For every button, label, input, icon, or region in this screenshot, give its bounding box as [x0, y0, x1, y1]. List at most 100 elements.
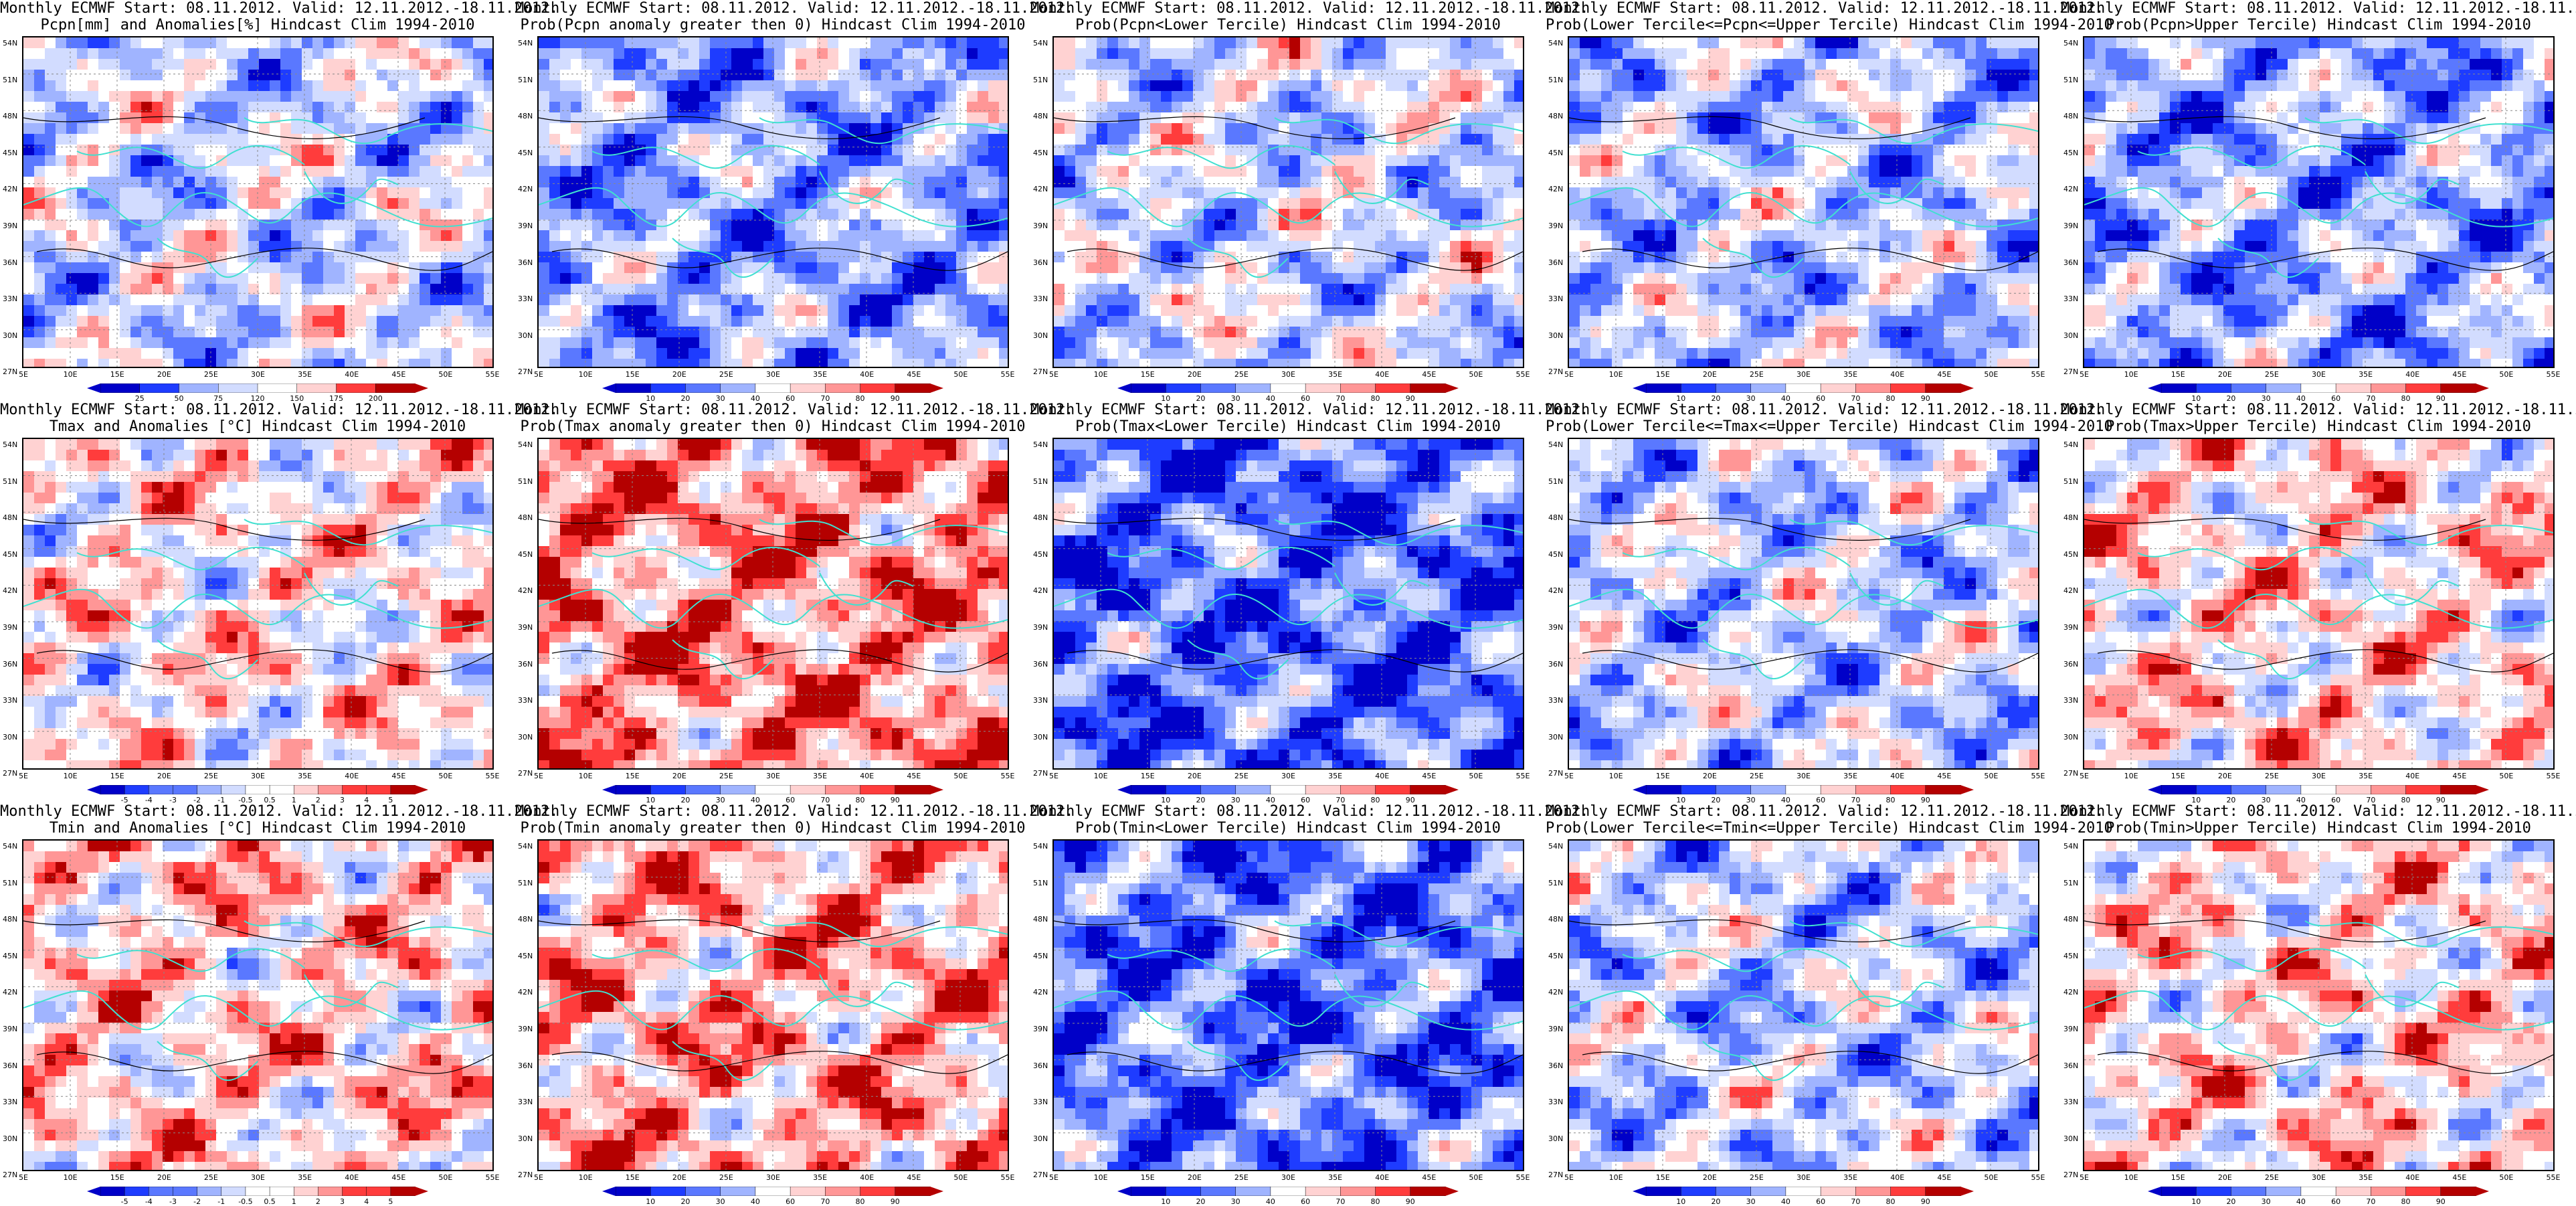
field-cell — [1858, 59, 1869, 70]
field-cell — [656, 102, 668, 113]
field-cell — [120, 91, 131, 102]
field-cell — [988, 134, 1000, 145]
field-cell — [892, 337, 903, 349]
field-cell — [2008, 80, 2019, 92]
field-cell — [163, 337, 174, 349]
field-cell — [1332, 305, 1344, 317]
field-cell — [774, 230, 786, 242]
field-cell — [1311, 241, 1322, 252]
field-cell — [345, 209, 356, 220]
field-cell — [2008, 155, 2019, 167]
field-cell — [592, 230, 604, 242]
field-cell — [334, 80, 345, 92]
field-cell — [1268, 70, 1279, 81]
field-cell — [1139, 209, 1151, 220]
field-cell — [45, 327, 56, 338]
latitude-label: 27N — [3, 367, 17, 376]
field-cell — [892, 80, 903, 92]
field-cell — [23, 348, 35, 359]
field-cell — [77, 337, 88, 349]
field-cell — [1922, 59, 1934, 70]
field-cell — [539, 348, 550, 359]
field-cell — [291, 187, 302, 199]
field-cell — [978, 91, 989, 102]
field-cell — [785, 166, 796, 177]
field-cell — [1386, 241, 1397, 252]
field-cell — [1655, 48, 1666, 60]
field-cell — [774, 359, 786, 367]
field-cell — [1590, 198, 1602, 209]
field-cell — [1503, 337, 1515, 349]
field-cell — [130, 305, 142, 317]
field-cell — [409, 48, 420, 60]
field-cell — [1429, 80, 1440, 92]
field-cell — [1429, 70, 1440, 81]
field-cell — [387, 316, 399, 327]
field-cell — [473, 187, 484, 199]
field-cell — [1407, 294, 1418, 306]
field-cell — [130, 145, 142, 156]
field-cell — [1364, 209, 1376, 220]
field-cell — [913, 112, 925, 124]
field-cell — [581, 80, 593, 92]
field-cell — [1612, 48, 1623, 60]
field-cell — [806, 337, 818, 349]
field-cell — [1912, 59, 1923, 70]
field-cell — [409, 241, 420, 252]
field-cell — [1182, 337, 1194, 349]
field-cell — [1590, 37, 1602, 49]
field-cell — [1461, 70, 1472, 81]
field-cell — [924, 252, 935, 263]
field-cell — [1751, 91, 1762, 102]
field-cell — [452, 327, 463, 338]
field-cell — [571, 273, 582, 284]
field-cell — [881, 348, 893, 359]
field-cell — [1954, 155, 1966, 167]
field-cell — [1687, 177, 1698, 188]
field-cell — [45, 166, 56, 177]
field-cell — [77, 316, 88, 327]
field-cell — [817, 327, 828, 338]
field-cell — [1343, 305, 1354, 317]
field-cell — [2008, 166, 2019, 177]
field-cell — [935, 327, 946, 338]
field-cell — [452, 134, 463, 145]
field-cell — [1075, 155, 1087, 167]
field-cell — [1514, 59, 1523, 70]
field-cell — [828, 145, 839, 156]
field-cell — [1075, 209, 1087, 220]
field-cell — [34, 37, 45, 49]
field-cell — [270, 187, 281, 199]
field-cell — [1665, 91, 1677, 102]
field-cell — [667, 327, 678, 338]
field-cell — [302, 209, 313, 220]
field-cell — [238, 220, 249, 231]
field-cell — [473, 316, 484, 327]
field-cell — [881, 220, 893, 231]
field-cell — [34, 327, 45, 338]
longitude-label: 35E — [298, 370, 312, 379]
field-cell — [1375, 220, 1386, 231]
field-cell — [1514, 359, 1523, 367]
field-cell — [473, 252, 484, 263]
field-cell — [98, 198, 110, 209]
field-cell — [409, 209, 420, 220]
field-cell — [216, 316, 227, 327]
field-cell — [1569, 123, 1580, 135]
field-cell — [1740, 112, 1752, 124]
field-cell — [88, 273, 99, 284]
field-cell — [881, 316, 893, 327]
field-cell — [688, 37, 700, 49]
field-cell — [1321, 294, 1333, 306]
field-cell — [130, 294, 142, 306]
field-cell — [1633, 155, 1645, 167]
field-cell — [77, 294, 88, 306]
field-cell — [753, 337, 764, 349]
field-cell — [109, 241, 120, 252]
field-cell — [688, 316, 700, 327]
field-cell — [817, 134, 828, 145]
field-cell — [1837, 70, 1848, 81]
field-cell — [1268, 316, 1279, 327]
field-cell — [699, 123, 711, 135]
field-cell — [1268, 102, 1279, 113]
